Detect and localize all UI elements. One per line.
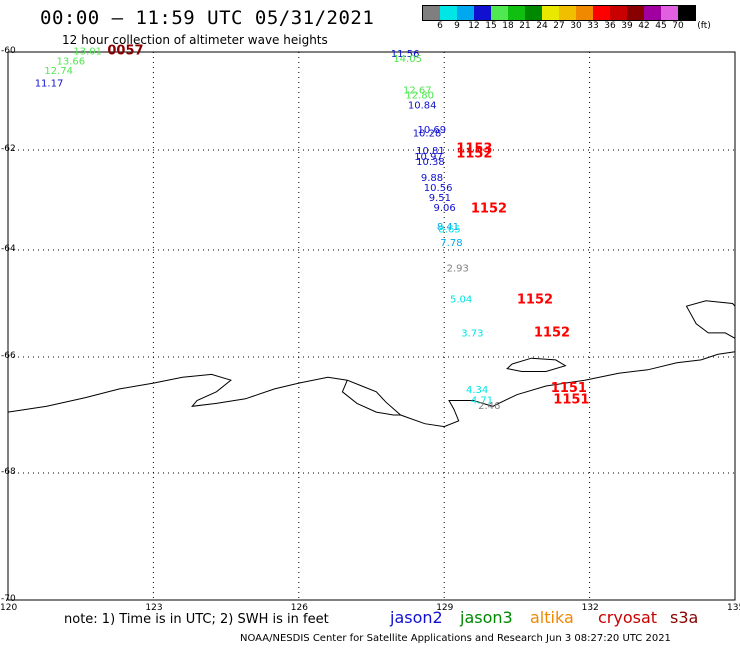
wave-height-label: 11.17 (35, 78, 64, 89)
wave-height-label: 9.88 (421, 173, 443, 184)
legend-swatch (491, 6, 508, 20)
coastline (7, 351, 736, 428)
legend-label: 15 (485, 21, 497, 31)
wave-height-label: 9.51 (429, 193, 451, 204)
pass-time-label: 1152 (456, 147, 492, 162)
pass-time-label: 1151 (551, 381, 587, 396)
wave-height-label: 14.05 (393, 54, 422, 65)
wave-height-label: 10.28 (413, 128, 442, 139)
pass-time-label: 1151 (553, 392, 589, 407)
legend-label: 36 (604, 21, 616, 31)
lat-tick-label: -66 (1, 351, 16, 361)
lon-tick-label: 129 (436, 603, 454, 613)
lat-tick-label: -62 (1, 144, 16, 154)
wave-height-label: 8.65 (438, 225, 460, 236)
lat-tick-label: -60 (1, 46, 16, 56)
wave-height-label: 12.80 (405, 91, 434, 102)
wave-height-label: 13.01 (73, 46, 102, 57)
wave-height-label: 5.04 (450, 294, 472, 305)
coastline (685, 300, 736, 339)
satellite-legend-jason3: jason3 (460, 608, 513, 627)
wave-height-label: 4.34 (466, 385, 488, 396)
legend-swatch (644, 6, 661, 20)
wave-height-label: 8.41 (437, 222, 459, 233)
legend-label: 39 (621, 21, 633, 31)
legend-label: 27 (553, 21, 565, 31)
legend-label: 21 (519, 21, 531, 31)
wave-height-label: 7.78 (440, 238, 462, 249)
satellite-legend-altika: altika (530, 608, 574, 627)
wave-height-label: 10.84 (408, 100, 437, 111)
map-subtitle: 12 hour collection of altimeter wave hei… (62, 33, 328, 47)
legend-label: 9 (454, 21, 460, 31)
plot-frame (7, 51, 736, 601)
wave-height-label: 10.38 (416, 157, 445, 168)
legend-swatch (610, 6, 627, 20)
legend-swatch (678, 6, 695, 20)
legend-swatch (661, 6, 678, 20)
legend-label: 70 (672, 21, 684, 31)
pass-time-label: 1152 (471, 202, 507, 217)
pass-time-label: 1153 (456, 142, 492, 157)
legend-label: 6 (437, 21, 443, 31)
legend-swatch (559, 6, 576, 20)
lon-tick-label: 120 (0, 603, 18, 613)
footer-note: note: 1) Time is in UTC; 2) SWH is in fe… (64, 612, 329, 627)
lat-tick-label: -70 (1, 594, 16, 604)
wave-height-label: 2.46 (478, 401, 500, 412)
legend-swatch (525, 6, 542, 20)
pass-time-label: 1152 (517, 293, 553, 308)
wave-height-label: 2.93 (447, 263, 469, 274)
legend-swatch (576, 6, 593, 20)
legend-swatch (627, 6, 644, 20)
coastline (341, 380, 401, 416)
wave-height-label: 11.56 (391, 49, 420, 60)
legend-swatch (440, 6, 457, 20)
wave-height-label: 10.81 (416, 146, 445, 157)
wave-height-label: 3.73 (461, 329, 483, 340)
footer-credit: NOAA/NESDIS Center for Satellite Applica… (240, 633, 671, 644)
wave-height-label: 4.71 (471, 395, 493, 406)
lon-tick-label: 135 (727, 603, 740, 613)
legend-label: 30 (570, 21, 582, 31)
satellite-legend-jason2: jason2 (390, 608, 443, 627)
legend-label: 33 (587, 21, 599, 31)
pass-time-label: 1152 (534, 326, 570, 341)
wave-height-label: 10.97 (414, 152, 443, 163)
wave-height-label: 12.67 (403, 86, 432, 97)
satellite-legend-s3a: s3a (670, 608, 699, 627)
satellite-legend-cryosat: cryosat (598, 608, 658, 627)
legend-label: 24 (536, 21, 548, 31)
wave-height-label: 9.06 (434, 203, 456, 214)
legend-swatch (542, 6, 559, 20)
lon-tick-label: 123 (145, 603, 163, 613)
coastline (506, 357, 567, 372)
legend-label: 12 (468, 21, 480, 31)
wave-height-label: 12.74 (44, 66, 73, 77)
color-scale-legend (422, 5, 696, 21)
lon-tick-label: 126 (290, 603, 308, 613)
legend-unit: (ft) (697, 21, 711, 31)
legend-swatch (423, 6, 440, 20)
wave-height-label: 13.66 (57, 56, 86, 67)
legend-label: 18 (502, 21, 514, 31)
legend-swatch (457, 6, 474, 20)
map-title: 00:00 – 11:59 UTC 05/31/2021 (40, 7, 375, 29)
pass-time-label: 0057 (107, 43, 143, 58)
wave-height-label: 10.69 (418, 125, 447, 136)
legend-swatch (474, 6, 491, 20)
legend-swatch (593, 6, 610, 20)
wave-height-label: 10.56 (424, 183, 453, 194)
lat-tick-label: -64 (1, 244, 16, 254)
legend-label: 42 (638, 21, 650, 31)
lat-tick-label: -68 (1, 467, 16, 477)
lon-tick-label: 132 (581, 603, 599, 613)
legend-label: 45 (655, 21, 667, 31)
legend-swatch (508, 6, 525, 20)
